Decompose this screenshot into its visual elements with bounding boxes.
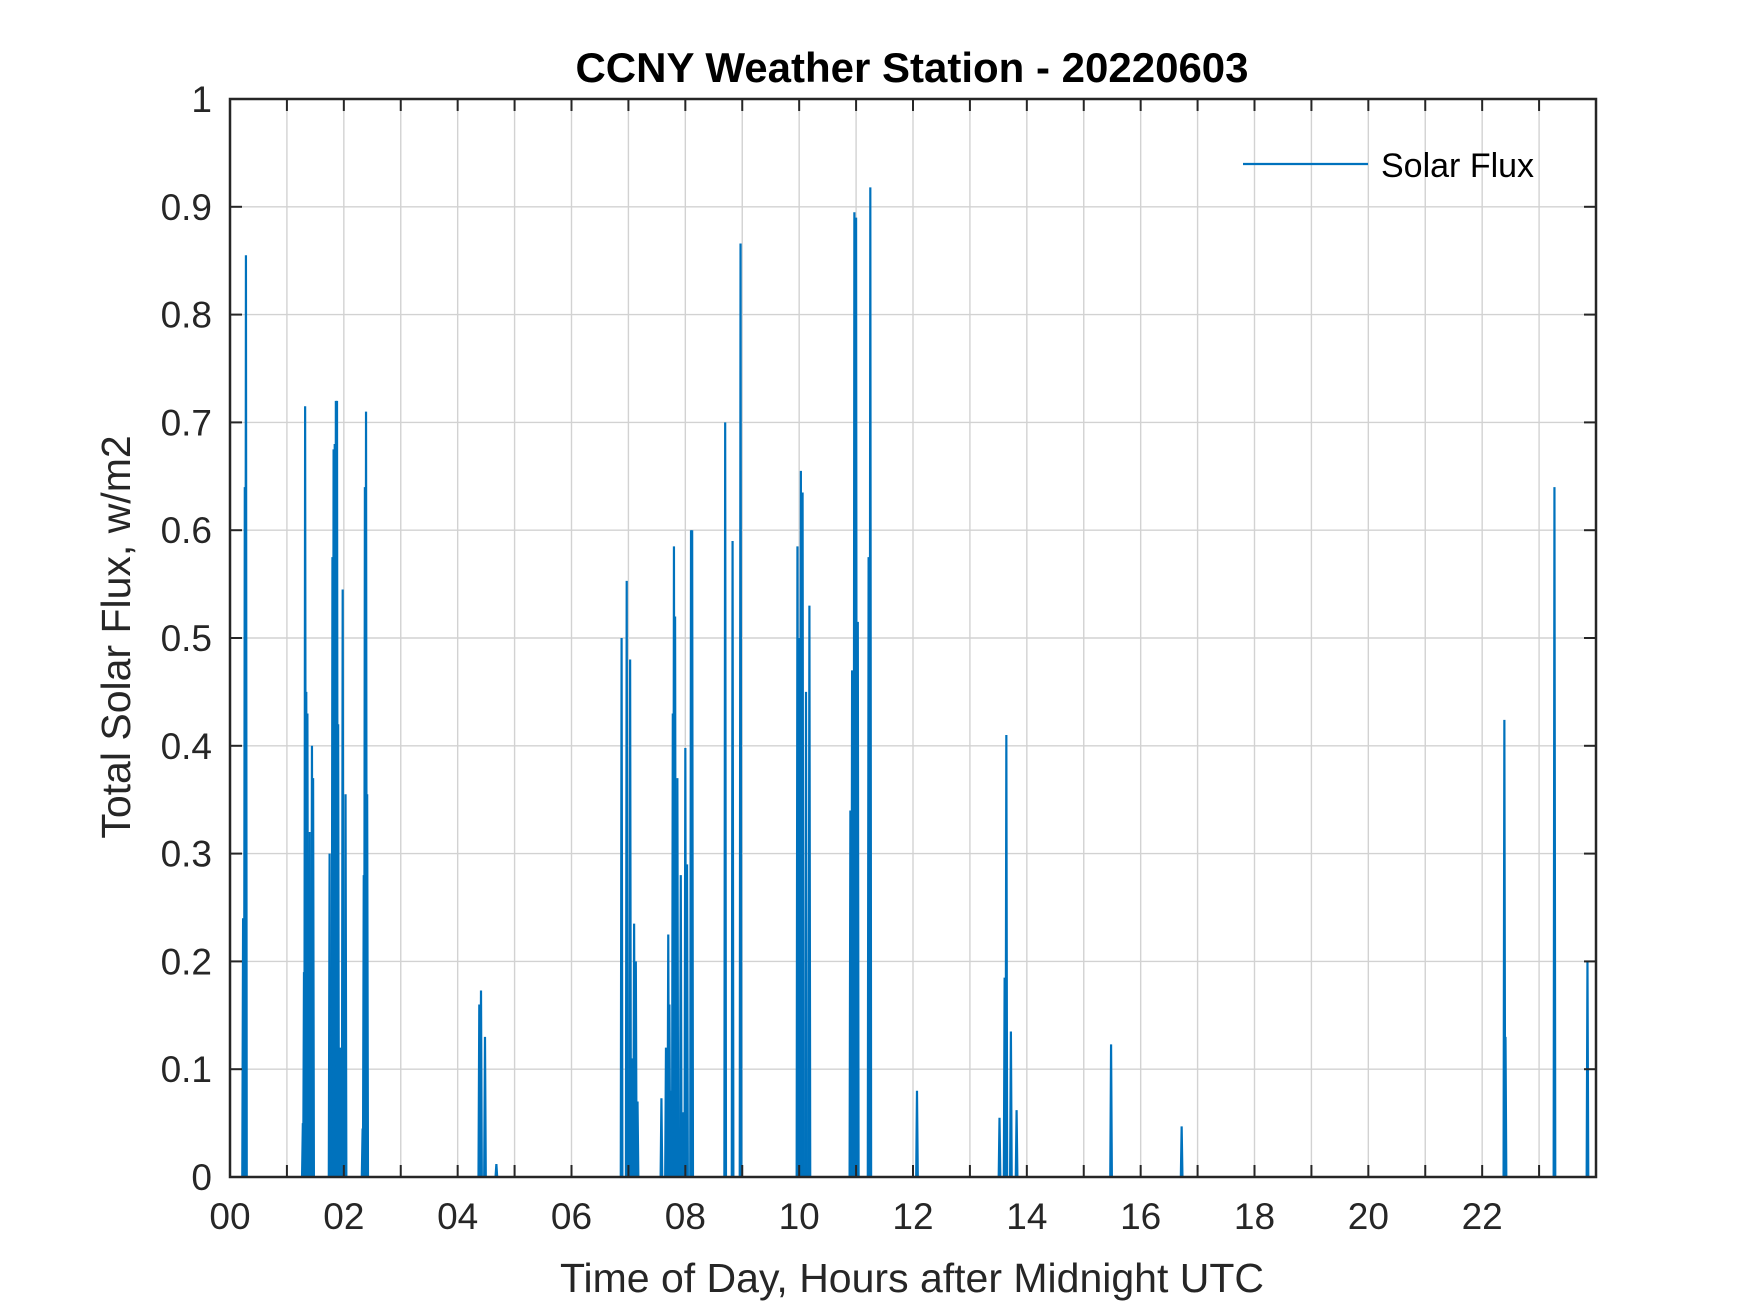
tick-labels: 00 02 04 06 08 10 12 14 16 18 20 22 0 0.1 0.2 0.3 0.4 0.5… [161,79,1503,1237]
data-point [723,422,728,1178]
legend-label-solar-flux: Solar Flux [1381,147,1534,185]
data-point [244,255,248,1178]
data-point [1014,1110,1019,1178]
data-point [479,990,483,1178]
x-tick-label: 02 [323,1196,364,1237]
x-tick-label: 16 [1120,1196,1161,1237]
data-point [685,864,689,1178]
data-point [730,540,735,1178]
chart-title: CCNY Weather Station - 20220603 [575,44,1248,91]
data-point [675,778,680,1178]
data-point [868,187,873,1178]
x-tick-label: 14 [1006,1196,1047,1237]
x-tick-label: 20 [1348,1196,1389,1237]
data-point [1503,1036,1508,1178]
data-point [305,713,310,1178]
data-point [804,691,808,1178]
data-point [336,724,341,1178]
data-point [1179,1126,1184,1178]
y-tick-label: 0.8 [161,295,212,336]
data-point [1502,719,1507,1178]
data-point [690,530,695,1178]
x-tick-label: 12 [892,1196,933,1237]
y-tick-label: 0 [191,1157,212,1198]
data-point [365,794,370,1178]
data-point [628,659,633,1178]
y-tick-label: 0.3 [161,834,212,875]
data-point [738,243,743,1178]
data-point [633,961,638,1178]
axis-ticks [229,98,1597,1178]
data-point [483,1036,487,1178]
x-tick-label: 22 [1462,1196,1503,1237]
data-point [340,589,345,1178]
data-point [915,1090,919,1178]
data-point [311,778,315,1178]
data-point [855,621,860,1178]
data-point [800,492,805,1178]
x-tick-label: 04 [437,1196,478,1237]
x-tick-label: 00 [209,1196,250,1237]
data-point [659,1098,664,1178]
data-point [635,1101,640,1178]
y-tick-label: 0.5 [161,618,212,659]
x-tick-label: 08 [665,1196,706,1237]
data-point [678,875,683,1178]
y-tick-label: 0.9 [161,187,212,228]
y-tick-label: 1 [191,79,212,120]
legend: Solar Flux [1243,147,1534,185]
x-axis-label: Time of Day, Hours after Midnight UTC [560,1255,1264,1301]
y-tick-label: 0.6 [161,510,212,551]
data-point [619,637,624,1178]
data-point [494,1163,499,1178]
data-point [673,616,677,1178]
y-axis-label: Total Solar Flux, w/m2 [93,435,139,838]
x-tick-label: 10 [779,1196,820,1237]
data-point [624,580,629,1178]
data-point [1109,1044,1113,1178]
data-point [997,1117,1002,1178]
y-tick-label: 0.4 [161,726,212,767]
data-point [1004,735,1009,1178]
y-tick-label: 0.1 [161,1049,212,1090]
y-tick-label: 0.2 [161,941,212,982]
data-point [1009,1031,1013,1178]
data-point [807,605,812,1178]
data-point [1552,487,1557,1178]
x-tick-label: 06 [551,1196,592,1237]
y-tick-label: 0.7 [161,402,212,443]
x-tick-label: 18 [1234,1196,1275,1237]
data-point [343,794,348,1178]
